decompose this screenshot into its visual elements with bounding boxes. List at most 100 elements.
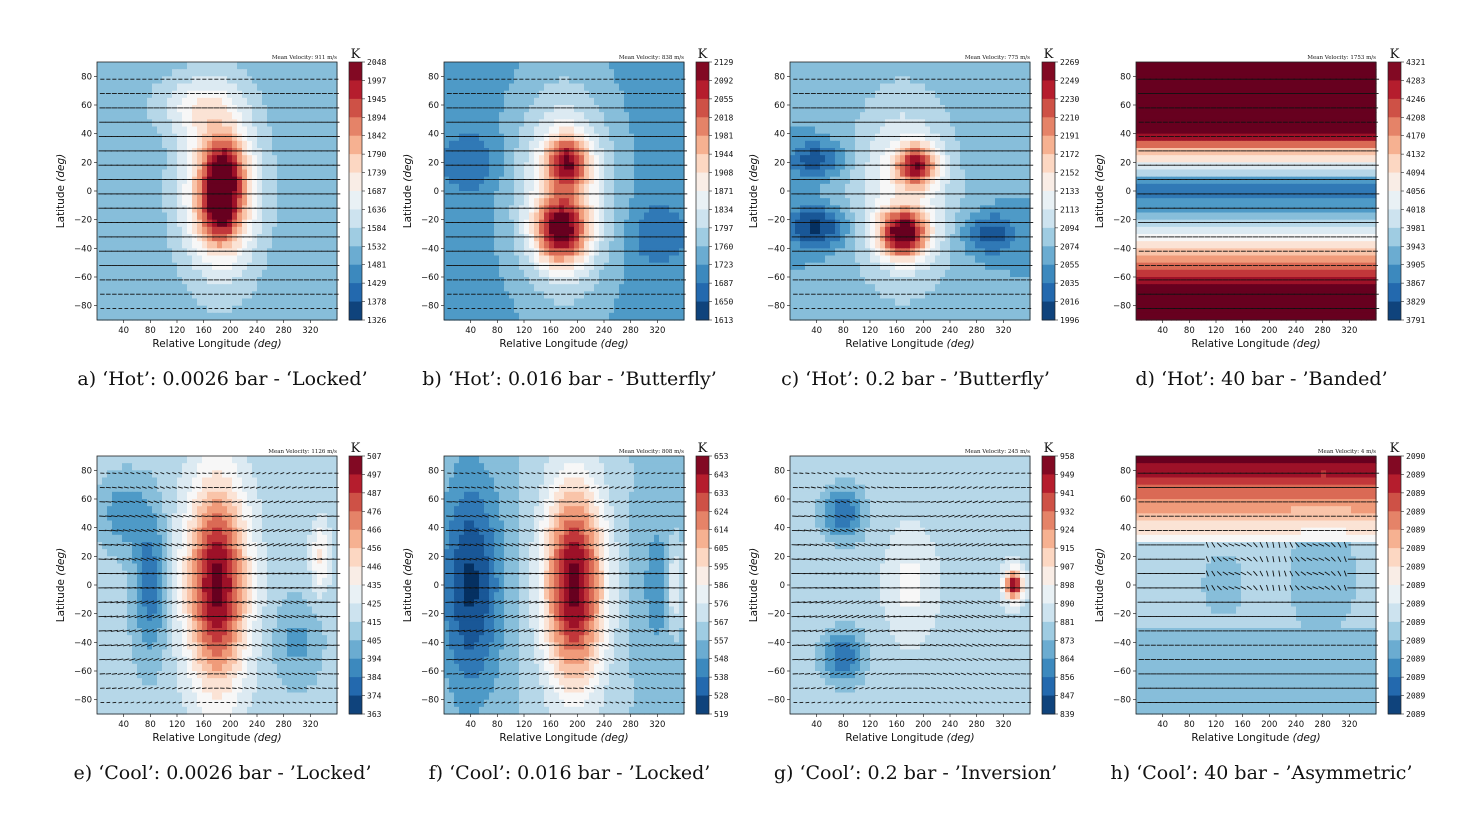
heat-cell [614, 119, 620, 127]
heat-cell [117, 248, 123, 256]
heat-cell [222, 284, 228, 292]
heat-cell [147, 177, 153, 185]
heat-cell [327, 105, 333, 113]
heat-cell [322, 184, 328, 192]
heat-cell [227, 284, 233, 292]
heat-cell [484, 220, 490, 228]
colorbar-tick-label: 1636 [367, 205, 386, 214]
heat-cell [252, 148, 258, 156]
heat-cell [459, 119, 465, 127]
heat-cell [669, 127, 675, 135]
heat-cell [634, 234, 640, 242]
heat-cell [152, 112, 158, 120]
heat-cell [644, 69, 650, 77]
heat-cell [579, 177, 585, 185]
heat-cell [277, 241, 283, 249]
heat-cell [569, 263, 575, 271]
heat-cell [212, 91, 218, 99]
heat-cell [574, 62, 580, 70]
heat-cell [659, 162, 665, 170]
heat-cell [619, 306, 625, 314]
heat-cell [589, 91, 595, 99]
colorbar-tick-label: 1842 [367, 132, 386, 141]
heat-cell [569, 241, 575, 249]
heat-cell [247, 306, 253, 314]
heat-cell [227, 119, 233, 127]
heat-cell [222, 256, 228, 264]
heat-cell [669, 205, 675, 213]
heat-cell [107, 84, 113, 92]
heat-cell [282, 112, 288, 120]
heat-cell [112, 76, 118, 84]
heat-cell [247, 105, 253, 113]
heat-cell [624, 155, 630, 163]
heat-cell [97, 148, 103, 156]
heat-cell [509, 105, 515, 113]
heat-cell [302, 119, 308, 127]
heat-cell [162, 234, 168, 242]
heat-cell [112, 105, 118, 113]
heat-cell [172, 119, 178, 127]
heat-cell [674, 177, 680, 185]
heat-cell [514, 248, 520, 256]
heat-cell [484, 91, 490, 99]
heat-cell [237, 263, 243, 271]
heat-cell [664, 148, 670, 156]
heat-cell [182, 299, 188, 307]
heat-cell [524, 205, 530, 213]
heat-cell [247, 191, 253, 199]
heat-cell [282, 313, 288, 321]
heat-cell [292, 112, 298, 120]
heat-cell [509, 205, 515, 213]
heat-cell [177, 277, 183, 285]
heat-cell [529, 184, 535, 192]
heat-cell [659, 291, 665, 299]
heat-cell [629, 227, 635, 235]
heat-cell [267, 62, 273, 70]
heat-cell [297, 256, 303, 264]
heat-cell [247, 234, 253, 242]
heat-cell [654, 241, 660, 249]
heat-cell [312, 227, 318, 235]
heat-cell [614, 213, 620, 221]
heat-cell [469, 162, 475, 170]
heat-cell [494, 299, 500, 307]
heat-cell [97, 306, 103, 314]
heat-cell [619, 241, 625, 249]
heat-cell [142, 112, 148, 120]
heat-cell [277, 205, 283, 213]
heat-cell [322, 220, 328, 228]
heat-cell [172, 263, 178, 271]
heat-cell [499, 213, 505, 221]
heat-cell [242, 177, 248, 185]
heat-cell [474, 62, 480, 70]
heat-cell [157, 277, 163, 285]
heat-cell [277, 256, 283, 264]
colorbar-tick-label: 1429 [367, 279, 386, 288]
heat-cell [227, 263, 233, 271]
heat-cell [449, 127, 455, 135]
heat-cell [514, 198, 520, 206]
heat-cell [222, 184, 228, 192]
heat-cell [112, 198, 118, 206]
heat-cell [202, 227, 208, 235]
heat-cell [107, 62, 113, 70]
heat-cell [629, 291, 635, 299]
heat-cell [624, 198, 630, 206]
heat-cell [262, 291, 268, 299]
heat-cell [504, 299, 510, 307]
heat-cell [122, 112, 128, 120]
heat-cell [584, 184, 590, 192]
heat-cell [307, 263, 313, 271]
heat-cell [469, 291, 475, 299]
heat-cell [267, 234, 273, 242]
heat-cell [459, 148, 465, 156]
heat-cell [152, 170, 158, 178]
heat-cell [624, 270, 630, 278]
heat-cell [172, 112, 178, 120]
heat-cell [499, 62, 505, 70]
heat-cell [122, 205, 128, 213]
heat-cell [307, 84, 313, 92]
heat-cell [544, 69, 550, 77]
heat-cell [192, 69, 198, 77]
